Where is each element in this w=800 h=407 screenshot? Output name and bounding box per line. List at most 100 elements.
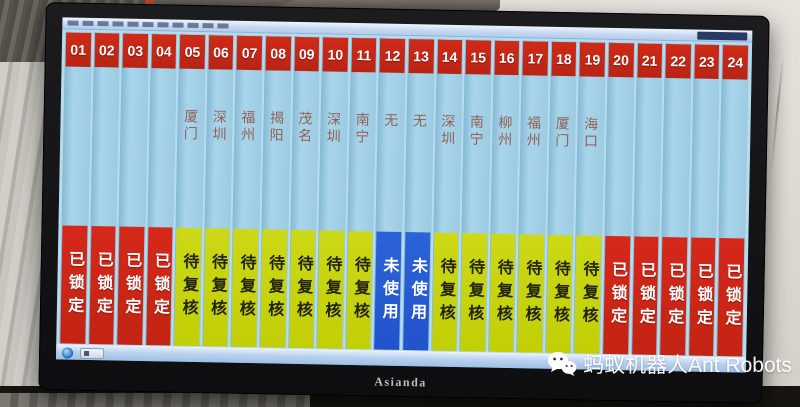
column-status-label: 待复核 [579, 259, 598, 330]
column-status-block: 已锁定 [88, 225, 116, 345]
column-city-label: 揭阳 [268, 110, 286, 145]
column-body: 海口 [576, 76, 606, 235]
column-status-block: 未使用 [403, 232, 430, 351]
board-column[interactable]: 15 南宁 待复核 [459, 39, 492, 352]
column-city-label [161, 108, 163, 227]
column-city-label: 茂名 [297, 110, 314, 146]
start-orb-icon[interactable] [61, 346, 74, 359]
column-status-block: 待复核 [260, 229, 288, 348]
board-column[interactable]: 07 福州 待复核 [230, 34, 264, 348]
column-number-header: 13 [408, 39, 434, 74]
column-city-label [646, 118, 648, 237]
board-column[interactable]: 01 已锁定 [59, 31, 92, 344]
board-column[interactable]: 10 深圳 待复核 [316, 36, 349, 349]
column-status-label: 已锁定 [607, 260, 627, 330]
column-number-header: 03 [122, 33, 148, 69]
board-column[interactable]: 23 已锁定 [687, 43, 721, 356]
board-column[interactable]: 02 已锁定 [87, 32, 121, 345]
board-column[interactable]: 18 厦门 待复核 [544, 40, 578, 354]
column-body [604, 77, 634, 236]
column-status-block: 已锁定 [631, 236, 659, 355]
board-column[interactable]: 13 无 未使用 [402, 38, 435, 351]
column-status-label: 待复核 [550, 259, 570, 329]
ceiling-pipe [150, 0, 500, 11]
taskbar-app-button[interactable] [79, 347, 105, 359]
column-number-header: 04 [151, 34, 177, 69]
board-column[interactable]: 17 福州 待复核 [516, 40, 549, 353]
column-status-label: 待复核 [436, 257, 455, 327]
column-status-block: 已锁定 [660, 236, 688, 356]
column-body: 深圳 [319, 71, 349, 230]
column-status-label: 已锁定 [122, 251, 141, 321]
board-column[interactable]: 14 深圳 待复核 [430, 38, 464, 352]
column-status-block: 已锁定 [60, 225, 88, 344]
column-body [147, 68, 177, 227]
board-column[interactable]: 12 无 未使用 [373, 37, 407, 350]
column-city-label [75, 107, 77, 226]
wall-crack [769, 55, 785, 175]
column-city-label [132, 108, 134, 227]
board-column[interactable]: 04 已锁定 [144, 33, 178, 346]
monitor: 01 已锁定 02 已锁定 03 已锁定 04 已锁定 05 [38, 2, 770, 404]
column-body [62, 66, 92, 225]
column-body: 福州 [233, 70, 263, 229]
column-status-block: 已锁定 [117, 226, 145, 345]
column-number-header: 17 [522, 41, 548, 76]
column-number-header: 07 [236, 35, 263, 71]
board-column[interactable]: 11 南宁 待复核 [344, 36, 378, 350]
column-status-block: 待复核 [545, 234, 573, 354]
board-column[interactable]: 06 深圳 待复核 [202, 34, 235, 347]
column-body: 深圳 [204, 69, 234, 228]
titlebar-text-smudge [67, 20, 233, 29]
column-status-block: 待复核 [203, 228, 230, 347]
column-number-header: 24 [722, 45, 748, 80]
column-number-header: 18 [551, 41, 577, 77]
column-body: 茂名 [290, 71, 320, 230]
column-number-header: 12 [379, 38, 406, 73]
column-body [633, 77, 663, 236]
board-column[interactable]: 20 已锁定 [602, 41, 635, 355]
board-column[interactable]: 24 已锁定 [716, 44, 749, 357]
column-city-label [618, 117, 620, 236]
column-number-header: 23 [694, 44, 720, 80]
board-column[interactable]: 09 茂名 待复核 [287, 35, 321, 349]
board-column[interactable]: 05 厦门 待复核 [173, 33, 207, 347]
column-status-block: 待复核 [431, 232, 459, 352]
column-city-label: 海口 [582, 116, 600, 151]
column-city-label: 无 [411, 113, 428, 131]
board-column[interactable]: 19 海口 待复核 [573, 41, 607, 354]
column-city-label: 南宁 [354, 112, 371, 147]
status-board: 01 已锁定 02 已锁定 03 已锁定 04 已锁定 05 [56, 29, 753, 358]
column-number-header: 20 [608, 42, 634, 78]
column-status-label: 已锁定 [693, 262, 712, 332]
column-city-label [703, 119, 705, 238]
column-city-label: 柳州 [497, 114, 514, 150]
column-body: 南宁 [462, 74, 492, 233]
column-number-header: 15 [465, 40, 491, 75]
column-status-block: 待复核 [231, 228, 259, 348]
board-column[interactable]: 21 已锁定 [630, 42, 664, 355]
corrugated-wall-bottom [0, 393, 310, 407]
column-status-label: 未使用 [379, 256, 398, 326]
column-status-label: 已锁定 [150, 251, 170, 321]
column-city-label: 无 [383, 112, 400, 130]
board-column[interactable]: 08 揭阳 待复核 [259, 35, 292, 348]
column-number-header: 05 [179, 34, 206, 70]
board-column[interactable]: 16 柳州 待复核 [487, 39, 521, 353]
column-status-block: 待复核 [345, 230, 373, 350]
column-status-label: 待复核 [179, 252, 198, 322]
column-city-label: 深圳 [325, 111, 343, 146]
app-window-icon [84, 350, 90, 356]
column-body [119, 68, 149, 227]
column-number-header: 09 [294, 36, 320, 72]
column-body: 厦门 [547, 76, 577, 235]
column-status-label: 待复核 [322, 254, 341, 325]
window-controls-icon[interactable] [697, 31, 748, 41]
board-column[interactable]: 03 已锁定 [116, 32, 149, 346]
column-status-label: 已锁定 [665, 261, 684, 331]
column-status-label: 已锁定 [93, 250, 112, 320]
column-body: 深圳 [433, 74, 463, 233]
column-status-label: 已锁定 [64, 250, 84, 320]
board-column[interactable]: 22 已锁定 [659, 42, 692, 356]
column-body: 福州 [519, 75, 549, 234]
